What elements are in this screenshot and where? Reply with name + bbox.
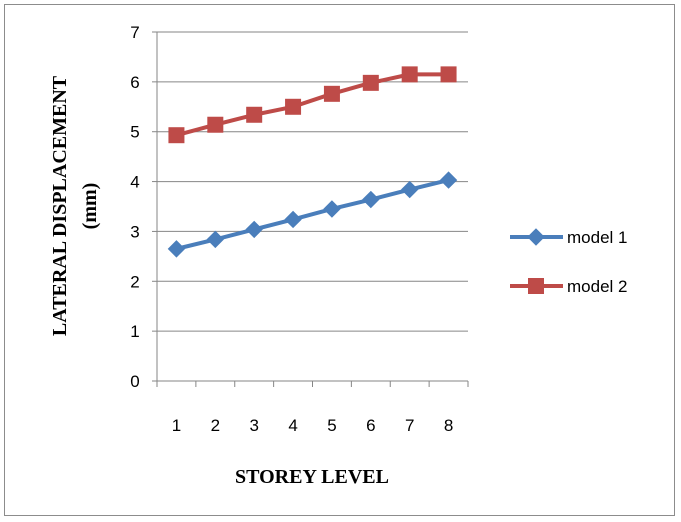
- x-tick-label: 5: [327, 416, 336, 435]
- y-tick-labels: 0 1 2 3 4 5 6 7: [130, 23, 139, 391]
- y-tick-label: 4: [130, 173, 139, 192]
- data-point: [246, 106, 263, 123]
- data-point: [362, 190, 380, 209]
- data-point: [439, 171, 458, 189]
- y-tick-label: 1: [130, 322, 139, 341]
- data-point: [323, 200, 341, 218]
- legend-label: model 1: [567, 228, 627, 247]
- y-axis-unit: (mm): [79, 183, 101, 230]
- y-tick-label: 2: [130, 272, 139, 291]
- data-point: [362, 74, 379, 91]
- data-point: [245, 220, 263, 239]
- data-point: [206, 230, 225, 249]
- legend-item: model 1: [510, 228, 627, 247]
- legend-marker: [527, 228, 545, 246]
- y-axis-title-group: LATERAL DISPLACEMENT (mm): [49, 75, 101, 336]
- data-point: [167, 240, 186, 258]
- x-tick-label: 3: [249, 416, 258, 435]
- legend-item: model 2: [510, 277, 627, 296]
- data-point: [401, 66, 418, 83]
- y-tick-label: 6: [130, 73, 139, 92]
- series-group: [167, 66, 458, 258]
- x-tick-label: 8: [444, 416, 453, 435]
- x-tick-label: 1: [172, 416, 181, 435]
- data-point: [285, 98, 302, 115]
- y-tick-label: 3: [130, 222, 139, 241]
- data-point: [323, 85, 340, 102]
- y-tick-label: 7: [130, 23, 139, 42]
- x-tick-label: 7: [405, 416, 414, 435]
- data-point: [440, 66, 457, 83]
- x-tick-labels: 1 2 3 4 5 6 7 8: [172, 416, 454, 435]
- y-tick-label: 5: [130, 123, 139, 142]
- x-tick-label: 6: [366, 416, 375, 435]
- legend-label: model 2: [567, 277, 627, 296]
- series-2: [168, 66, 457, 144]
- data-point: [400, 180, 419, 199]
- legend-marker: [528, 278, 544, 294]
- data-point: [207, 116, 224, 133]
- x-axis-title: STOREY LEVEL: [235, 466, 389, 488]
- gridlines: [157, 31, 468, 332]
- data-point: [168, 127, 185, 144]
- axes: [152, 31, 469, 387]
- y-tick-label: 0: [130, 372, 139, 391]
- legend: model 1 model 2: [510, 228, 627, 296]
- series-1: [167, 171, 458, 258]
- x-tick-label: 2: [211, 416, 220, 435]
- y-axis-title: LATERAL DISPLACEMENT: [49, 75, 71, 336]
- data-point: [284, 210, 302, 229]
- x-tick-label: 4: [288, 416, 297, 435]
